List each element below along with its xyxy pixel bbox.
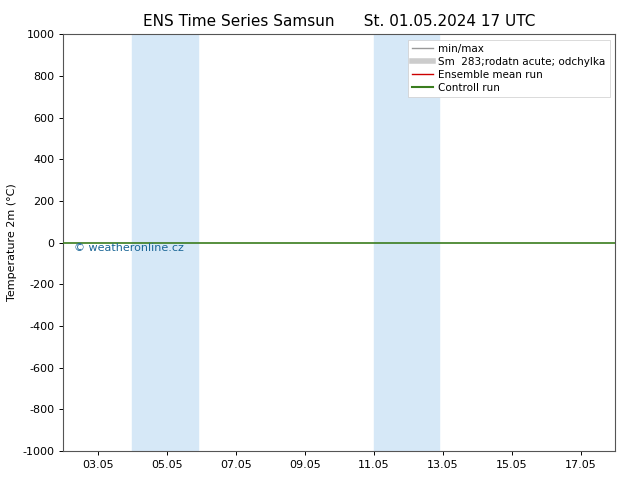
Bar — [133, 34, 198, 451]
Legend: min/max, Sm  283;rodatn acute; odchylka, Ensemble mean run, Controll run: min/max, Sm 283;rodatn acute; odchylka, … — [408, 40, 610, 97]
Bar — [373, 34, 439, 451]
Text: © weatheronline.cz: © weatheronline.cz — [74, 243, 184, 252]
Y-axis label: Temperature 2m (°C): Temperature 2m (°C) — [7, 184, 17, 301]
Title: ENS Time Series Samsun      St. 01.05.2024 17 UTC: ENS Time Series Samsun St. 01.05.2024 17… — [143, 14, 535, 29]
